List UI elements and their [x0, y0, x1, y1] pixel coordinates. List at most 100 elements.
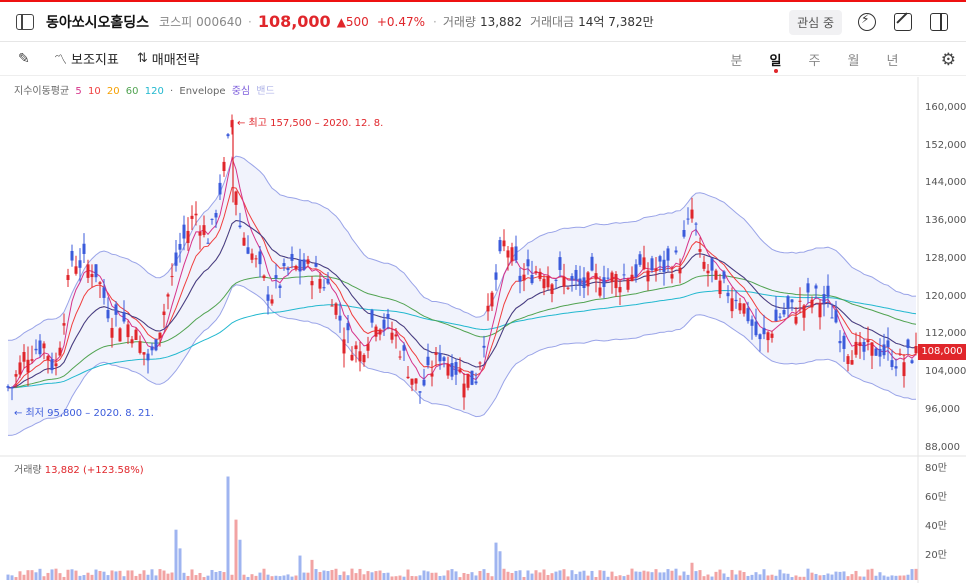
volume-bar — [166, 573, 170, 580]
volume-bar — [426, 571, 430, 580]
volume-bar — [390, 576, 394, 580]
candle-body — [146, 353, 150, 361]
candle-body — [686, 218, 690, 220]
volume-bar — [858, 576, 862, 580]
volume-bar — [70, 569, 74, 580]
tab-day[interactable]: 일 — [756, 50, 795, 73]
volume-bar — [298, 555, 302, 580]
tab-minute[interactable]: 분 — [730, 53, 743, 69]
candle-body — [210, 218, 214, 220]
memo-icon[interactable] — [894, 13, 912, 31]
volume-bar — [74, 570, 78, 580]
volume-bar — [158, 569, 162, 580]
indicator-button[interactable]: 〽 보조지표 — [54, 49, 119, 68]
volume-bar — [570, 570, 574, 580]
volume-bar — [190, 569, 194, 580]
volume-bar — [434, 572, 438, 580]
volume-bar — [514, 570, 518, 580]
candle-body — [610, 272, 614, 283]
candle-body — [746, 308, 750, 322]
volume-bar — [558, 570, 562, 580]
tab-year[interactable]: 년 — [886, 53, 899, 69]
strategy-button[interactable]: ⇅ 매매전략 — [137, 49, 200, 68]
volume-bar — [874, 575, 878, 580]
candle-body — [634, 264, 638, 277]
volume-bar — [386, 572, 390, 580]
volume-bar — [418, 575, 422, 580]
volume-bar — [142, 570, 146, 580]
candle-body — [486, 305, 490, 312]
candle-body — [130, 339, 134, 344]
candle-body — [226, 134, 230, 137]
candle-body — [678, 267, 682, 274]
volume-bar — [818, 575, 822, 580]
candle-body — [298, 259, 302, 272]
volume-bar — [138, 573, 142, 580]
ma-line-120 — [8, 289, 917, 389]
candle-body — [898, 353, 902, 355]
volume-bar — [766, 575, 770, 580]
candle-body — [82, 243, 86, 254]
price-tick: 160,000 — [925, 102, 966, 113]
gear-icon[interactable]: ⚙ — [940, 50, 956, 70]
tab-month[interactable]: 월 — [847, 53, 860, 69]
volume-bar — [538, 572, 542, 580]
quick-order-icon[interactable] — [858, 12, 876, 31]
current-price: 108,000 — [257, 12, 331, 31]
candle-body — [714, 270, 718, 280]
candle-body — [522, 274, 526, 281]
volume-bar — [42, 576, 46, 580]
candle-body — [490, 292, 494, 307]
candle-body — [454, 362, 458, 375]
candle-body — [526, 259, 530, 267]
volume-bar — [414, 576, 418, 580]
volume-bar — [110, 570, 114, 580]
sidebar-toggle-icon[interactable] — [16, 13, 34, 30]
volume-bar — [186, 575, 190, 580]
candle-body — [846, 356, 850, 365]
candle-body — [270, 299, 274, 304]
volume-bar — [586, 575, 590, 580]
volume-bar — [54, 568, 58, 580]
low-annotation: ← 최저 95,800 – 2020. 8. 21. — [14, 408, 154, 419]
volume-bar — [162, 570, 166, 580]
volume-bar — [58, 573, 62, 580]
candle-body — [346, 323, 350, 331]
candle-body — [458, 369, 462, 373]
volume-bar — [146, 574, 150, 580]
price-tick: 120,000 — [925, 291, 966, 302]
volume-bar — [294, 575, 298, 580]
volume-bar — [242, 574, 246, 580]
candle-body — [890, 360, 894, 367]
candle-body — [494, 272, 498, 280]
candle-body — [466, 373, 470, 388]
volume-tick: 60만 — [925, 492, 947, 503]
volume-bar — [474, 575, 478, 580]
side-panel-icon[interactable] — [930, 13, 948, 31]
volume-panel-label: 거래량 — [14, 465, 42, 476]
candle-body — [854, 341, 858, 355]
candle-body — [758, 334, 762, 340]
candle-body — [778, 316, 782, 318]
volume-bar — [338, 574, 342, 580]
volume-bar — [834, 571, 838, 580]
tab-week[interactable]: 주 — [808, 53, 821, 69]
candle-body — [22, 352, 26, 362]
favorite-button[interactable]: 관심 중 — [789, 9, 842, 35]
volume-bar — [798, 576, 802, 580]
volume-bar — [438, 575, 442, 580]
drawing-tool-icon[interactable]: ✎ — [18, 50, 30, 67]
candle-body — [358, 351, 362, 362]
candle-body — [462, 383, 466, 398]
candle-body — [354, 345, 358, 350]
candle-body — [626, 279, 630, 290]
candle-body — [674, 250, 678, 253]
volume-bar — [850, 574, 854, 580]
candle-body — [530, 274, 534, 284]
candle-body — [26, 359, 30, 373]
candle-body — [882, 344, 886, 356]
volume-bar — [590, 570, 594, 580]
volume-bar — [498, 551, 502, 580]
volume-bar — [82, 575, 86, 580]
